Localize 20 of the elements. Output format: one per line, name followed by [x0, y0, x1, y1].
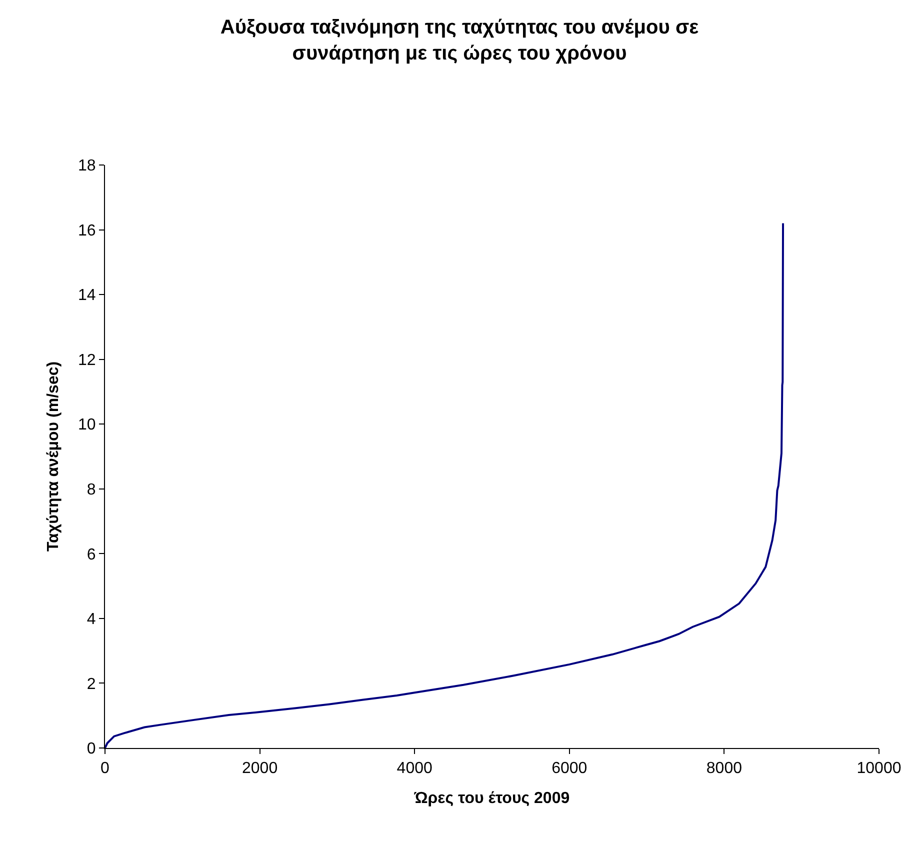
chart-title: Αύξουσα ταξινόμηση της ταχύτητας του ανέμου σε συνάρτηση με τις ώρες του χρόνου: [220, 16, 700, 65]
y-axis-title: Ταχύτητα ανέμου (m/sec): [44, 361, 62, 552]
y-tick-label: 8: [86, 481, 96, 498]
x-tick-label: 8000: [706, 760, 742, 778]
y-tick-label: 18: [78, 158, 96, 175]
y-tick-label: 12: [78, 352, 96, 369]
y-tick-label: 4: [86, 611, 96, 628]
y-tick-label: 6: [86, 546, 96, 564]
y-tick-label: 14: [78, 287, 96, 304]
y-tick-label: 10: [78, 416, 96, 434]
y-tick-label: 2: [86, 676, 96, 693]
y-tick-label: 0: [86, 740, 96, 758]
x-tick-label: 10000: [856, 760, 902, 778]
x-axis-title: Ώρες του έτους 2009: [413, 790, 570, 807]
x-tick-label: 0: [100, 760, 110, 778]
y-tick-label: 16: [78, 222, 96, 240]
line-series: [105, 222, 784, 748]
x-tick-label: 2000: [242, 760, 278, 778]
x-tick-label: 6000: [552, 760, 588, 778]
x-tick-label: 4000: [396, 760, 432, 778]
